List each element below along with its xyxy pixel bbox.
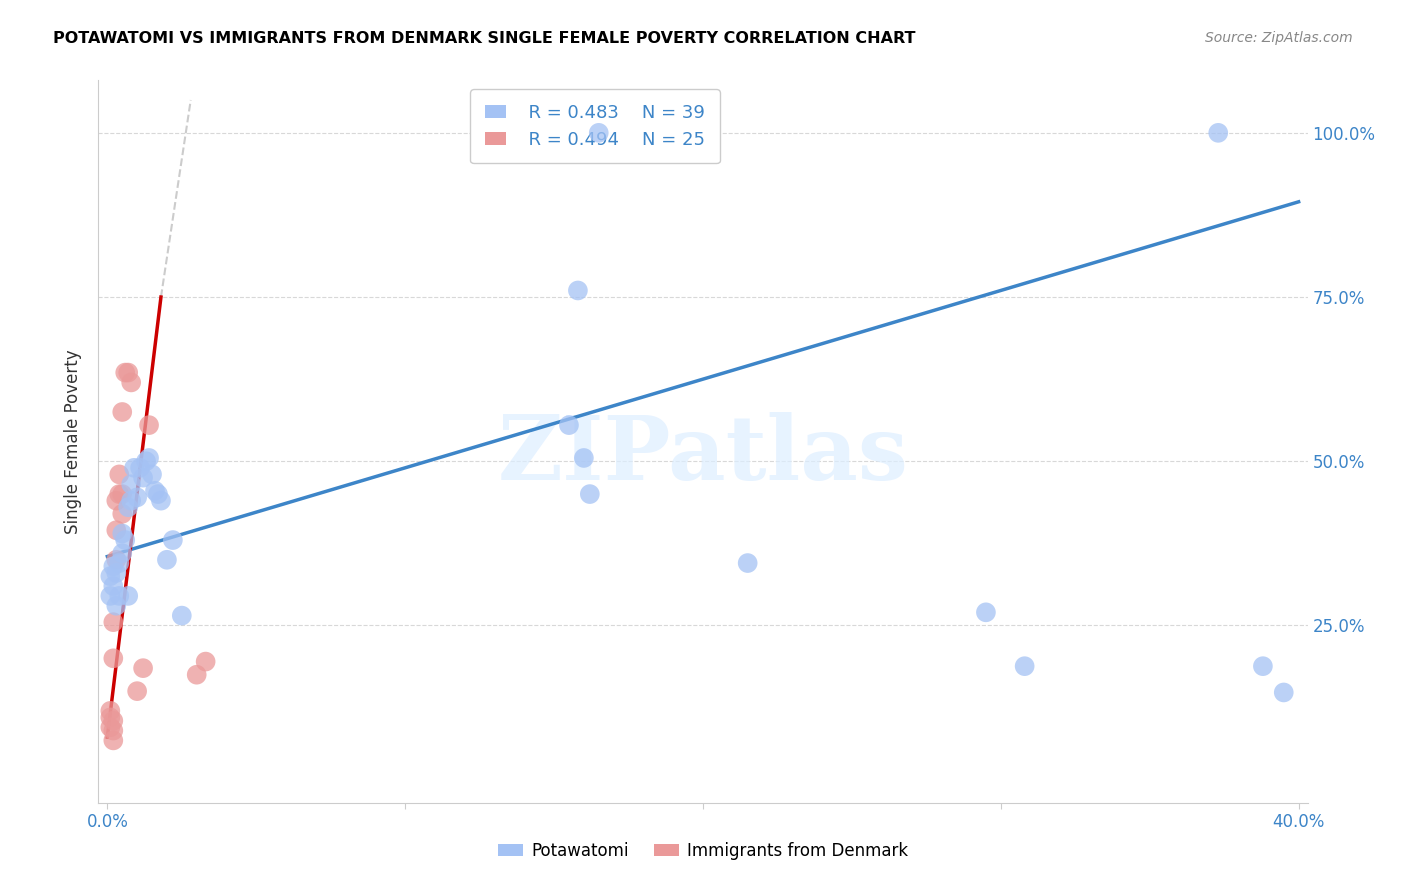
- Point: [117, 500, 139, 515]
- Point: [103, 723, 125, 738]
- Point: [105, 523, 128, 537]
- Point: [111, 546, 134, 560]
- Point: [558, 418, 581, 433]
- Point: [108, 589, 131, 603]
- Point: [129, 460, 152, 475]
- Point: [737, 556, 759, 570]
- Point: [98, 710, 121, 724]
- Point: [105, 566, 128, 580]
- Point: [120, 477, 142, 491]
- Point: [103, 651, 125, 665]
- Point: [114, 533, 136, 547]
- Point: [111, 507, 134, 521]
- Point: [572, 450, 595, 465]
- Point: [120, 376, 142, 390]
- Point: [117, 589, 139, 603]
- Point: [138, 450, 160, 465]
- Point: [132, 471, 155, 485]
- Point: [588, 126, 610, 140]
- Point: [120, 493, 142, 508]
- Point: [98, 720, 121, 734]
- Point: [105, 553, 128, 567]
- Point: [1014, 659, 1036, 673]
- Point: [567, 284, 589, 298]
- Point: [579, 487, 602, 501]
- Point: [127, 684, 149, 698]
- Point: [194, 655, 217, 669]
- Point: [103, 733, 125, 747]
- Legend: Potawatomi, Immigrants from Denmark: Potawatomi, Immigrants from Denmark: [491, 836, 915, 867]
- Y-axis label: Single Female Poverty: Single Female Poverty: [65, 350, 83, 533]
- Point: [146, 487, 169, 501]
- Point: [668, 126, 690, 140]
- Point: [162, 533, 184, 547]
- Point: [122, 460, 145, 475]
- Point: [141, 467, 163, 482]
- Point: [111, 487, 134, 501]
- Point: [105, 599, 128, 613]
- Point: [1272, 685, 1295, 699]
- Point: [108, 556, 131, 570]
- Point: [1206, 126, 1229, 140]
- Point: [149, 493, 172, 508]
- Point: [138, 418, 160, 433]
- Point: [108, 487, 131, 501]
- Point: [117, 366, 139, 380]
- Point: [1251, 659, 1274, 673]
- Point: [108, 467, 131, 482]
- Point: [103, 559, 125, 574]
- Text: POTAWATOMI VS IMMIGRANTS FROM DENMARK SINGLE FEMALE POVERTY CORRELATION CHART: POTAWATOMI VS IMMIGRANTS FROM DENMARK SI…: [53, 31, 915, 46]
- Point: [103, 714, 125, 728]
- Point: [98, 589, 121, 603]
- Point: [105, 493, 128, 508]
- Point: [132, 661, 155, 675]
- Point: [974, 605, 997, 619]
- Point: [156, 553, 179, 567]
- Point: [143, 483, 166, 498]
- Point: [186, 667, 208, 681]
- Text: Source: ZipAtlas.com: Source: ZipAtlas.com: [1205, 31, 1353, 45]
- Point: [114, 366, 136, 380]
- Text: ZIPatlas: ZIPatlas: [498, 412, 908, 500]
- Point: [111, 526, 134, 541]
- Point: [103, 579, 125, 593]
- Point: [135, 454, 157, 468]
- Point: [98, 569, 121, 583]
- Point: [111, 405, 134, 419]
- Point: [103, 615, 125, 630]
- Point: [170, 608, 193, 623]
- Point: [127, 491, 149, 505]
- Point: [98, 704, 121, 718]
